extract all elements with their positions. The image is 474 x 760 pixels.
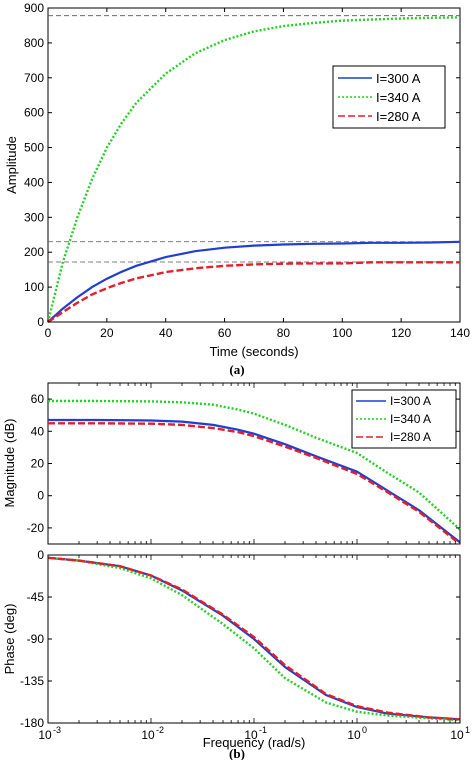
mag-series-i-300-a bbox=[48, 418, 461, 544]
phase-ylabel: Phase (deg) bbox=[2, 604, 17, 675]
caption-b: (b) bbox=[229, 746, 245, 760]
mag-ytick-label: -20 bbox=[27, 521, 45, 535]
step-xtick-label: 100 bbox=[332, 326, 352, 340]
mag-ylabel: Magnitude (dB) bbox=[2, 419, 17, 508]
step-legend-label-i280: I=280 A bbox=[376, 109, 421, 124]
step-ylabel: Amplitude bbox=[4, 136, 19, 194]
step-series-i-340-a bbox=[46, 16, 461, 323]
mag-ytick-label: 0 bbox=[37, 489, 44, 503]
step-xtick-label: 20 bbox=[100, 326, 114, 340]
phase-series-i-280-a bbox=[47, 556, 461, 721]
phase-ytick-label: 0 bbox=[37, 548, 44, 562]
phase-xtick-label-exponent: 1 bbox=[465, 725, 470, 735]
step-xlabel: Time (seconds) bbox=[209, 344, 298, 359]
mag-ytick-label: 40 bbox=[31, 424, 45, 438]
mag-legend-label-i280: I=280 A bbox=[390, 430, 431, 444]
step-legend-label-i340: I=340 A bbox=[376, 90, 421, 105]
mag-ticks: -20 0 20 40 60 bbox=[27, 383, 461, 544]
phase-xtick-label-exponent: -1 bbox=[259, 725, 267, 735]
phase-xtick-label: 10 bbox=[38, 728, 52, 742]
step-ytick-label: 0 bbox=[37, 315, 44, 329]
mag-legend-label-i340: I=340 A bbox=[390, 412, 431, 426]
step-ytick-label: 900 bbox=[24, 1, 44, 15]
step-legend: I=300 A I=340 A I=280 A bbox=[332, 65, 446, 129]
phase-xtick-label-exponent: 0 bbox=[362, 725, 367, 735]
step-ytick-label: 500 bbox=[24, 141, 44, 155]
mag-ytick-label: 60 bbox=[31, 392, 45, 406]
phase-ytick-label: -45 bbox=[27, 590, 45, 604]
step-legend-label-i300: I=300 A bbox=[376, 71, 421, 86]
mag-ytick-label: 20 bbox=[31, 457, 45, 471]
caption-a: (a) bbox=[229, 362, 244, 377]
step-xtick-label: 0 bbox=[45, 326, 52, 340]
step-xtick-label: 60 bbox=[218, 326, 232, 340]
phase-xtick-label: 10 bbox=[347, 728, 361, 742]
step-ytick-label: 800 bbox=[24, 36, 44, 50]
phase-ytick-label: -135 bbox=[20, 674, 44, 688]
step-ytick-label: 400 bbox=[24, 175, 44, 189]
mag-series-group bbox=[48, 399, 461, 545]
step-xtick-label: 140 bbox=[450, 326, 470, 340]
bode-xlabel: Frequency (rad/s) bbox=[203, 735, 306, 750]
step-xtick-label: 80 bbox=[277, 326, 291, 340]
step-plot-frame bbox=[47, 7, 461, 323]
phase-ytick-label: -180 bbox=[20, 716, 44, 730]
bode-phase-chart: 10 -3 10 -2 10 -1 10 0 10 10-45-90-135-180 Phase … bbox=[2, 548, 470, 742]
step-response-chart: 0 20 40 60 80 100 120 140 0 100 200 300 400 500 600 700… bbox=[4, 1, 470, 359]
phase-xtick-label: 10 bbox=[450, 728, 464, 742]
phase-ticks: 10 -3 10 -2 10 -1 10 0 10 10-45-90-135-180 bbox=[20, 548, 470, 742]
phase-series-i-340-a bbox=[47, 556, 461, 722]
step-series-i-280-a bbox=[47, 261, 460, 323]
step-ytick-label: 200 bbox=[24, 245, 44, 259]
phase-xtick-label: 10 bbox=[141, 728, 155, 742]
step-ytick-label: 600 bbox=[24, 106, 44, 120]
step-ytick-label: 300 bbox=[24, 210, 44, 224]
step-ytick-label: 700 bbox=[24, 71, 44, 85]
mag-legend: I=300 A I=340 A I=280 A bbox=[351, 389, 457, 449]
step-series-i-300-a bbox=[47, 240, 461, 323]
step-xtick-label: 120 bbox=[391, 326, 411, 340]
phase-xtick-label: 10 bbox=[244, 728, 258, 742]
phase-xtick-label-exponent: -2 bbox=[156, 725, 164, 735]
phase-series-group bbox=[47, 556, 461, 722]
step-xtick-label: 40 bbox=[159, 326, 173, 340]
mag-series-i-280-a bbox=[48, 422, 461, 545]
step-ticks: 0 20 40 60 80 100 120 140 0 100 200 300 400 500 600 700… bbox=[24, 1, 470, 340]
phase-xtick-label-exponent: -3 bbox=[53, 725, 61, 735]
step-series-group bbox=[46, 16, 461, 323]
mag-legend-label-i300: I=300 A bbox=[390, 394, 431, 408]
step-reference-lines bbox=[48, 15, 460, 263]
bode-magnitude-chart: -20 0 20 40 60 Magnitude (dB) I=300 A I=340 … bbox=[2, 382, 461, 545]
phase-ytick-label: -90 bbox=[27, 632, 45, 646]
step-ytick-label: 100 bbox=[24, 280, 44, 294]
